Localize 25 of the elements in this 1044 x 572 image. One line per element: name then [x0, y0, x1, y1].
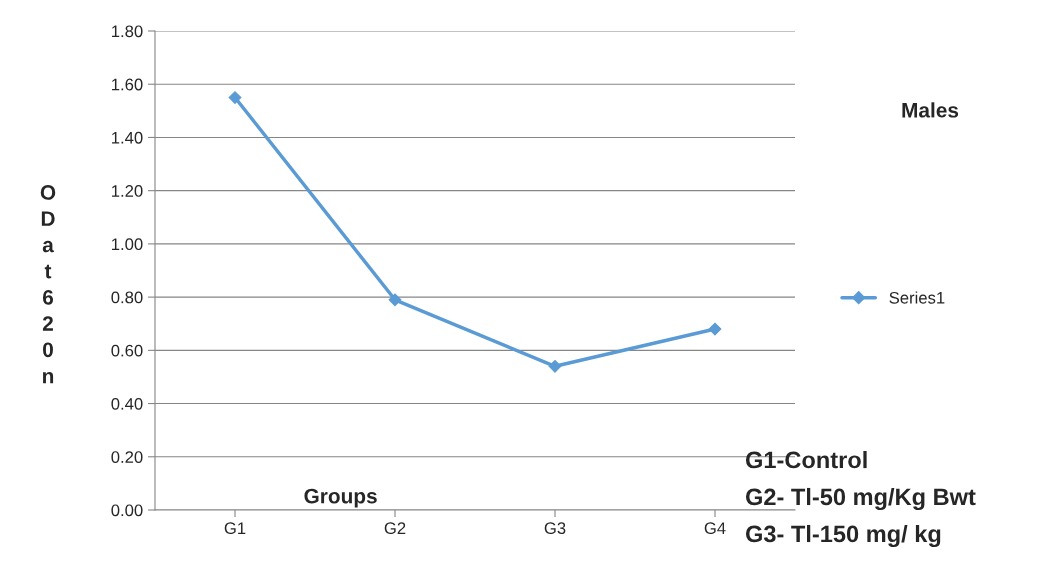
y-tick-label: 1.60 — [112, 78, 143, 91]
annotation: G1-Control — [745, 450, 867, 469]
x-axis-title: Groups — [304, 488, 377, 508]
x-tick-label: G4 — [704, 522, 726, 535]
text: Males — [902, 102, 959, 118]
point — [548, 359, 562, 373]
x-tick-label: G2 — [384, 522, 406, 535]
point — [228, 91, 242, 104]
y-tick-label: 0.40 — [111, 397, 143, 410]
x-tick-label: G3 — [544, 522, 566, 535]
y-tick-label: 1.20 — [112, 185, 143, 197]
y-tick-label: 0.00 — [111, 504, 143, 517]
x-tick-label: G1 — [224, 522, 246, 535]
y-tick-label: 1.80 — [112, 25, 143, 38]
text: G3- Tl-150 mg/ kg — [745, 524, 941, 548]
point — [388, 293, 402, 307]
point — [708, 322, 722, 336]
legend-label: Series1 — [889, 291, 945, 304]
y-tick-label: 1.40 — [112, 131, 143, 144]
annotation: G2- Tl-50 mg/Kg Bwt — [745, 487, 976, 511]
y-tick-label: 1.00 — [112, 238, 143, 251]
y-tick-label: 0.20 — [111, 451, 143, 463]
y-tick-label: 0.60 — [111, 344, 143, 357]
y-axis-title: OD at 620n — [40, 185, 56, 384]
y-tick-label: 0.80 — [111, 291, 143, 304]
